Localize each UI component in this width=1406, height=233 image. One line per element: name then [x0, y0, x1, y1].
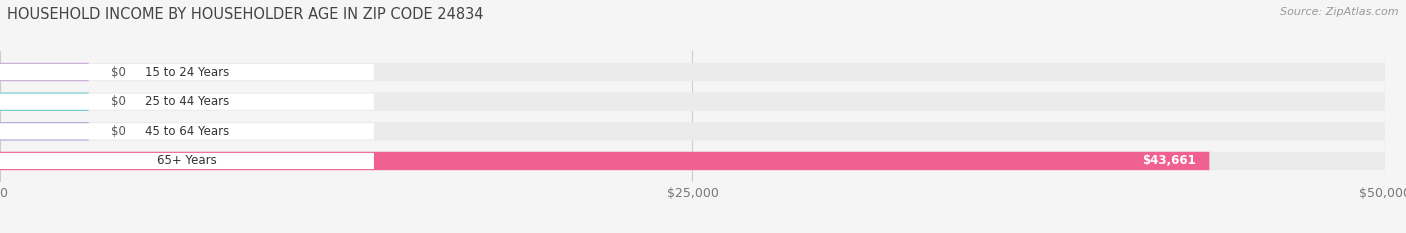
- Text: 65+ Years: 65+ Years: [157, 154, 217, 168]
- Text: 15 to 24 Years: 15 to 24 Years: [145, 65, 229, 79]
- FancyBboxPatch shape: [0, 94, 374, 110]
- FancyBboxPatch shape: [0, 123, 374, 139]
- Text: 25 to 44 Years: 25 to 44 Years: [145, 95, 229, 108]
- Text: HOUSEHOLD INCOME BY HOUSEHOLDER AGE IN ZIP CODE 24834: HOUSEHOLD INCOME BY HOUSEHOLDER AGE IN Z…: [7, 7, 484, 22]
- FancyBboxPatch shape: [0, 63, 1385, 81]
- FancyBboxPatch shape: [0, 152, 1385, 170]
- Text: Source: ZipAtlas.com: Source: ZipAtlas.com: [1281, 7, 1399, 17]
- Text: $0: $0: [111, 65, 125, 79]
- Text: $0: $0: [111, 125, 125, 138]
- FancyBboxPatch shape: [0, 122, 1385, 140]
- FancyBboxPatch shape: [0, 122, 89, 140]
- FancyBboxPatch shape: [0, 64, 374, 80]
- Text: $43,661: $43,661: [1142, 154, 1195, 168]
- Text: 45 to 64 Years: 45 to 64 Years: [145, 125, 229, 138]
- FancyBboxPatch shape: [0, 93, 89, 111]
- Text: $0: $0: [111, 95, 125, 108]
- FancyBboxPatch shape: [0, 152, 1209, 170]
- FancyBboxPatch shape: [0, 63, 89, 81]
- FancyBboxPatch shape: [0, 93, 1385, 111]
- FancyBboxPatch shape: [0, 153, 374, 169]
